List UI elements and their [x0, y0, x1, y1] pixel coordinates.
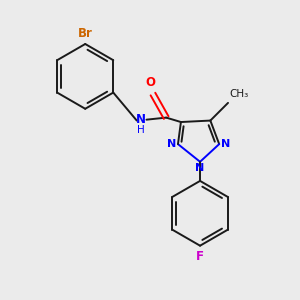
Text: H: H — [137, 125, 145, 135]
Text: N: N — [221, 139, 230, 149]
Text: N: N — [195, 163, 205, 173]
Text: F: F — [196, 250, 204, 263]
Text: N: N — [136, 112, 146, 126]
Text: Br: Br — [78, 27, 93, 40]
Text: O: O — [145, 76, 155, 89]
Text: CH₃: CH₃ — [230, 89, 249, 99]
Text: N: N — [167, 139, 176, 149]
